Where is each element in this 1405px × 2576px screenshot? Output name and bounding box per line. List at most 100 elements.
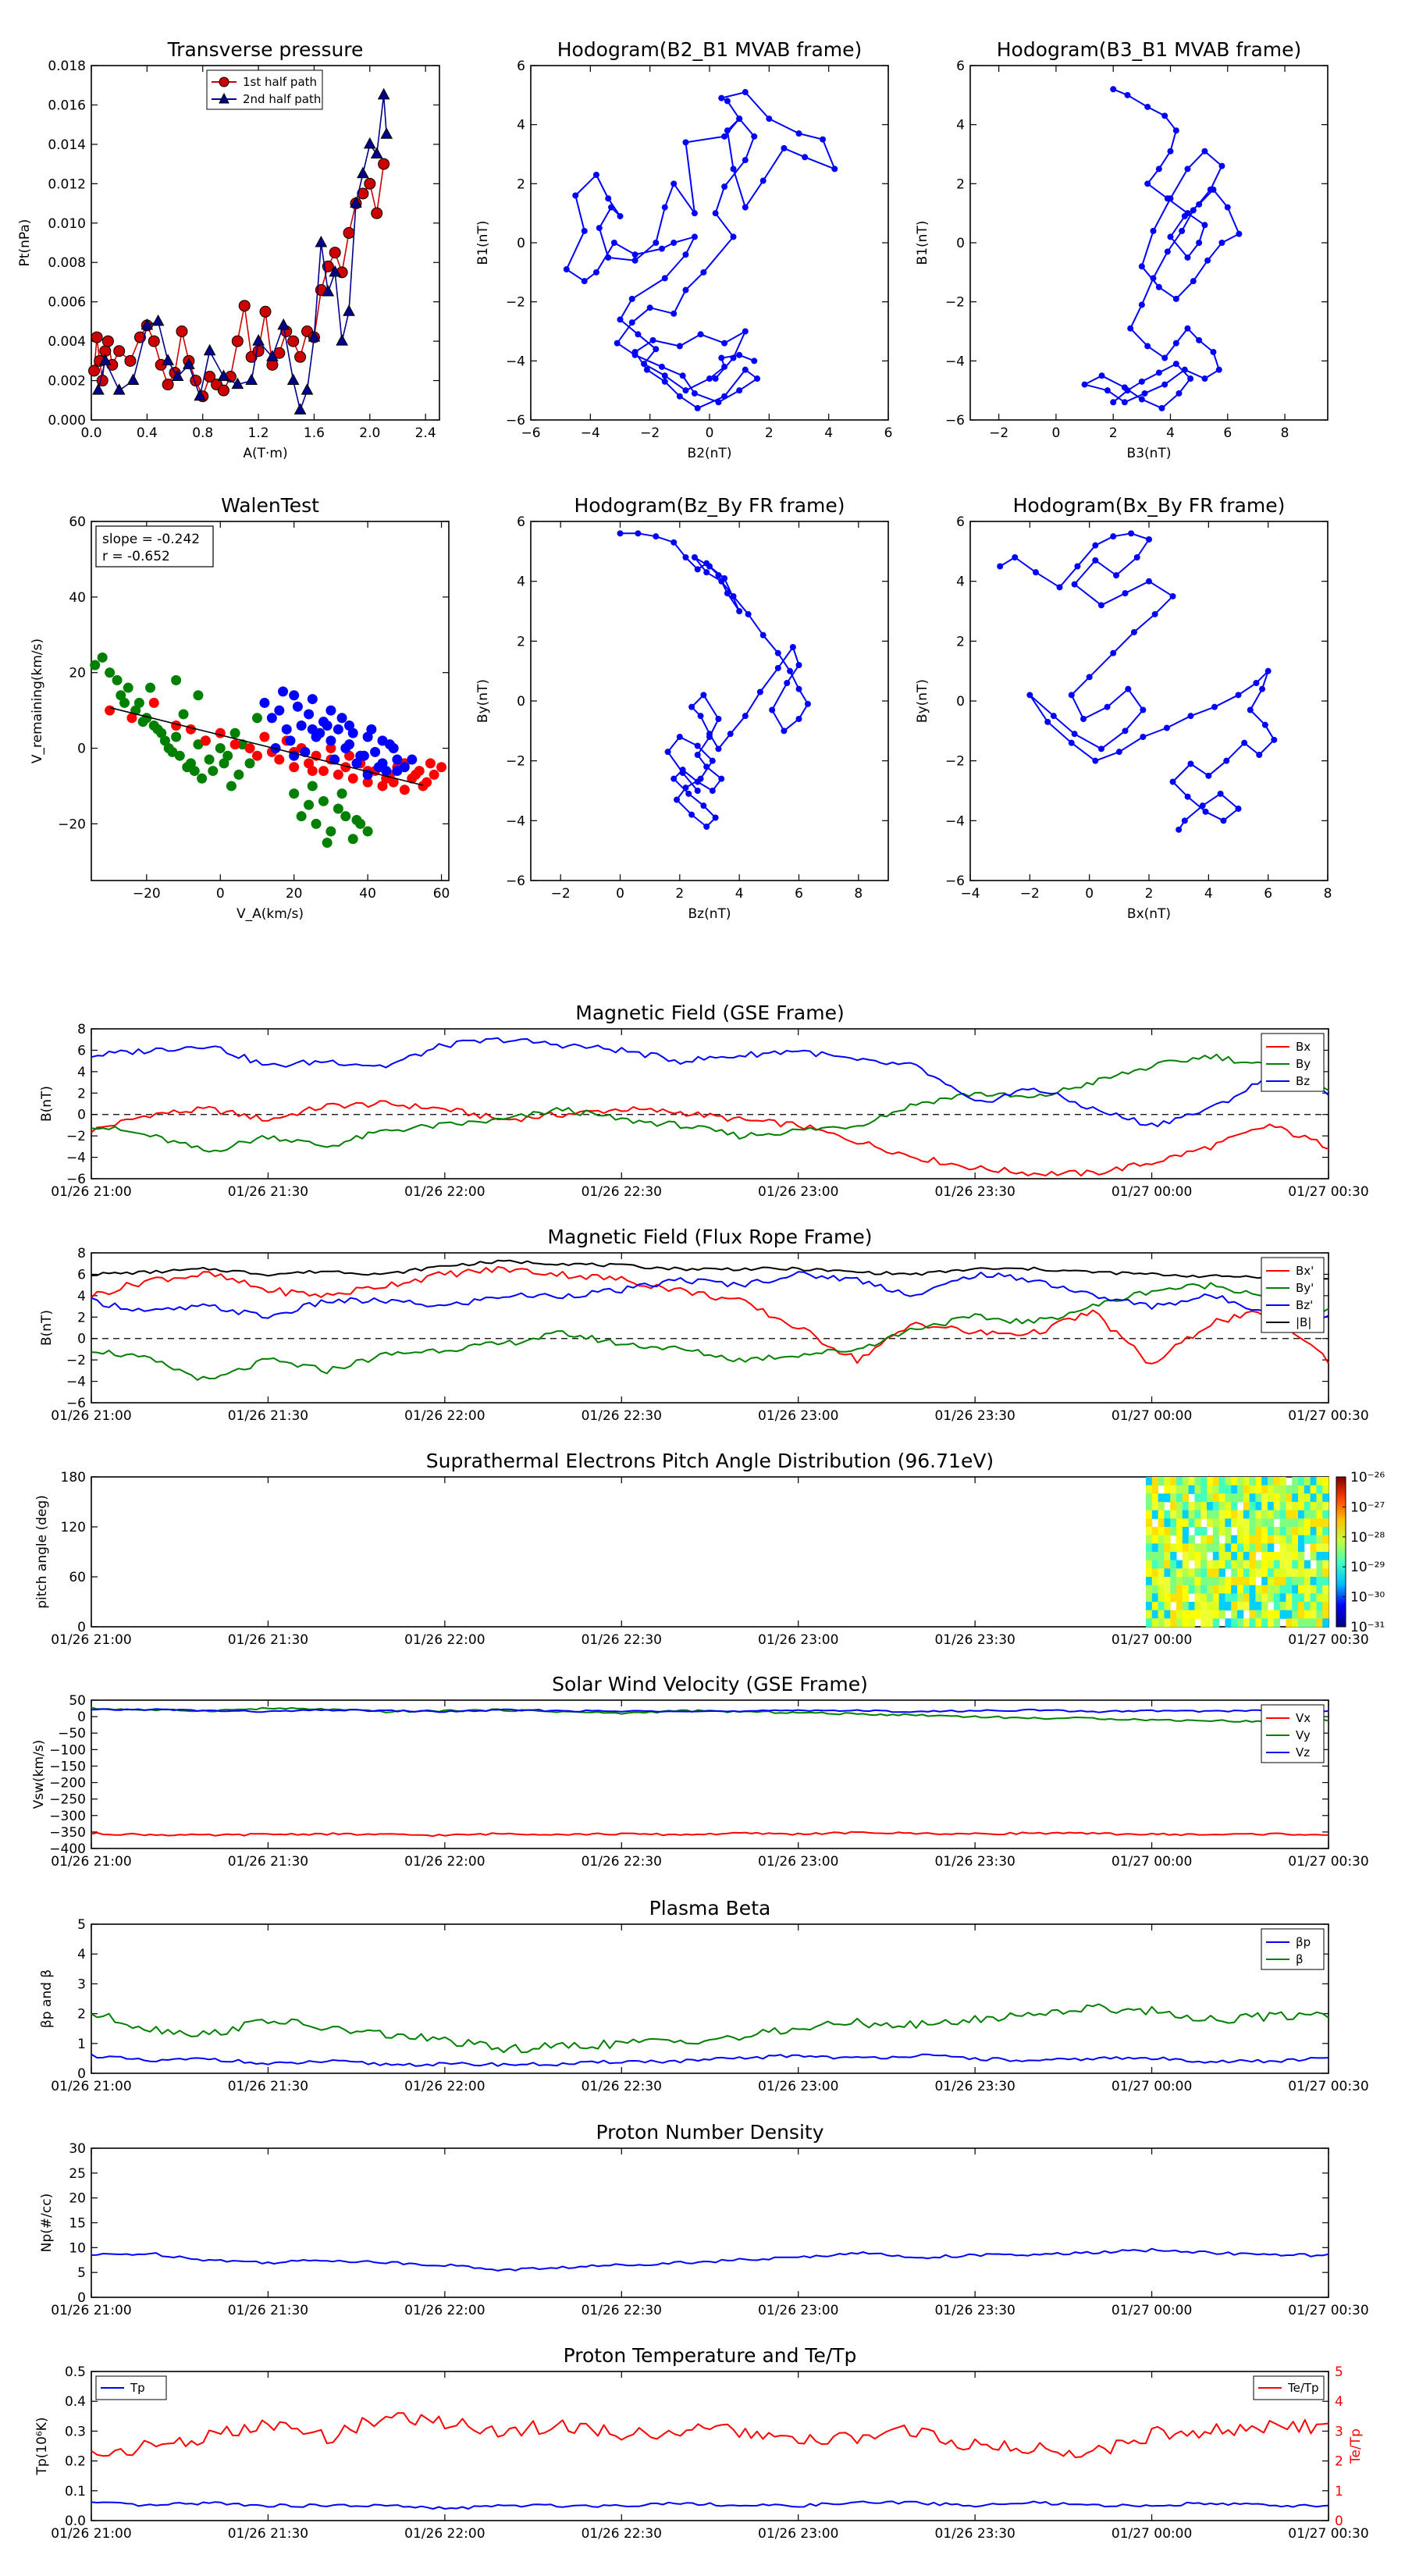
np-xtick-label: 01/26 21:30 — [228, 2303, 308, 2318]
data-point — [795, 685, 802, 692]
heatmap-cell — [1212, 1577, 1220, 1586]
hodo2-ylabel: B1(nT) — [915, 221, 930, 265]
heatmap-cell — [1164, 1477, 1171, 1486]
y2-tick-label: 4 — [1335, 2394, 1343, 2410]
heatmap-cell — [1304, 1510, 1311, 1519]
data-point — [670, 180, 678, 187]
heatmap-cell — [1170, 1568, 1177, 1578]
heatmap-cell — [1304, 1502, 1311, 1511]
heatmap-cell — [1212, 1552, 1220, 1561]
heatmap-cell — [1268, 1552, 1275, 1561]
heatmap-cell — [1182, 1510, 1190, 1519]
data-point — [1097, 745, 1104, 753]
heatmap-cell — [1194, 1518, 1201, 1528]
heatmap-cell — [1292, 1543, 1299, 1553]
hodo2-xtick-label: 0 — [1052, 425, 1061, 441]
heatmap-cell — [1170, 1593, 1177, 1603]
data-point — [1179, 227, 1186, 234]
data-point — [1202, 808, 1209, 815]
heatmap-cell — [1322, 1527, 1329, 1536]
heatmap-cell — [1158, 1493, 1165, 1503]
data-point — [661, 204, 668, 211]
heatmap-cell — [1207, 1577, 1214, 1586]
scatter-point-blue — [336, 713, 347, 724]
data-point — [697, 775, 704, 782]
data-point — [700, 269, 707, 276]
scatter-point-green — [145, 682, 156, 693]
np-ytick-label: 15 — [69, 2216, 86, 2232]
heatmap-cell — [1176, 1560, 1183, 1569]
heatmap-cell — [1310, 1577, 1317, 1586]
chart-beta: 01/26 21:00 01/26 21:30 01/26 22:00 01/26 2… — [39, 1897, 1369, 2094]
hodo3-xtick-label: 2 — [675, 886, 684, 902]
data-point — [682, 139, 689, 146]
scatter-point-green — [197, 773, 208, 784]
heatmap-cell — [1170, 1560, 1177, 1569]
heatmap-cell — [1170, 1510, 1177, 1519]
pt-ytick-label: 0.018 — [48, 59, 86, 74]
heatmap-cell — [1158, 1560, 1165, 1569]
heatmap-cell — [1200, 1510, 1208, 1519]
heatmap-cell — [1146, 1577, 1153, 1586]
colorbar-tick-label: 10⁻²⁸ — [1350, 1530, 1385, 1546]
tp-xtick-label: 01/27 00:30 — [1288, 2526, 1368, 2542]
heatmap-cell — [1176, 1543, 1183, 1553]
data-point — [1264, 667, 1272, 674]
beta-ytick-label: 3 — [77, 1976, 86, 1992]
data-point — [1172, 295, 1179, 302]
heatmap-cell — [1151, 1493, 1159, 1503]
pt-ytick-label: 0.016 — [48, 98, 86, 113]
bfr-ytick-label: 6 — [77, 1267, 86, 1283]
heatmap-cell — [1176, 1493, 1183, 1503]
heatmap-cell — [1212, 1610, 1220, 1619]
heatmap-cell — [1237, 1552, 1244, 1561]
data-point — [1215, 366, 1222, 373]
hodogram-path — [999, 532, 1275, 831]
beta-xtick-label: 01/26 23:30 — [934, 2079, 1015, 2094]
heatmap-cell — [1279, 1568, 1286, 1578]
data-point — [736, 351, 743, 358]
walen-xlabel: V_A(km/s) — [237, 906, 304, 922]
heatmap-cell — [1273, 1477, 1281, 1486]
data-point — [610, 240, 617, 246]
y2-tick-label: 5 — [1335, 2364, 1343, 2380]
hodogram-path — [620, 532, 809, 827]
data-point — [581, 227, 588, 234]
y2-tick-label: 1 — [1335, 2484, 1343, 2500]
hodo3-ytick-label: 0 — [517, 694, 525, 710]
heatmap-cell — [1176, 1518, 1183, 1528]
heatmap-cell — [1146, 1502, 1153, 1511]
hodo2-xtick-label: 4 — [1166, 425, 1175, 441]
data-point — [1146, 578, 1152, 585]
scatter-point-blue — [322, 720, 333, 731]
pt-xtick-label: 0.0 — [80, 425, 101, 441]
data-point — [1247, 706, 1254, 713]
data-point — [703, 763, 710, 770]
scatter-point-green — [304, 799, 315, 810]
tp-ytick-label: 0.3 — [65, 2424, 86, 2439]
data-point — [1187, 760, 1194, 767]
heatmap-cell — [1298, 1602, 1305, 1611]
tp-xtick-label: 01/26 23:00 — [758, 2526, 838, 2542]
heatmap-cell — [1231, 1593, 1238, 1603]
legend-label: Bz — [1296, 1074, 1310, 1088]
heatmap-cell — [1176, 1618, 1183, 1628]
hodo3-xtick-label: 4 — [735, 886, 744, 902]
data-point — [670, 539, 678, 546]
heatmap-cell — [1218, 1518, 1225, 1528]
data-point — [658, 363, 665, 370]
bfr-xtick-label: 01/27 00:00 — [1112, 1408, 1192, 1424]
heatmap-cell — [1286, 1535, 1293, 1544]
walen-ytick-label: 0 — [77, 742, 86, 757]
data-point — [363, 137, 376, 149]
data-point — [1140, 734, 1147, 740]
data-point — [1127, 325, 1134, 332]
np-xtick-label: 01/26 22:00 — [404, 2303, 485, 2318]
legend-label: Bz' — [1296, 1298, 1313, 1312]
heatmap-cell — [1304, 1618, 1311, 1628]
hodo2-ytick-label: 6 — [956, 59, 965, 74]
data-point — [1074, 563, 1081, 570]
heatmap-cell — [1237, 1493, 1244, 1503]
data-point — [1184, 165, 1191, 173]
data-point — [1196, 336, 1203, 343]
